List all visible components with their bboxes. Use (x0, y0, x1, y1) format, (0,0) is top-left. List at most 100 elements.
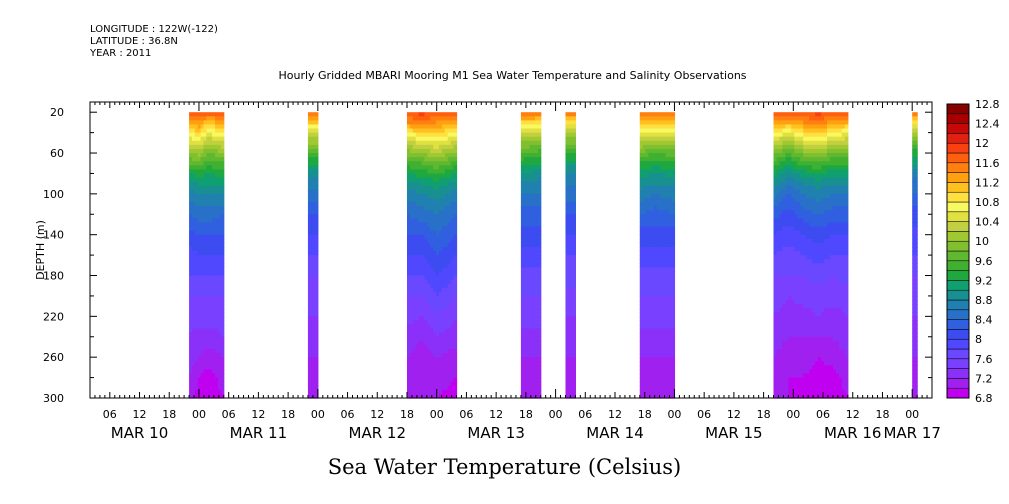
heatmap-cell (782, 263, 786, 268)
heatmap-cell (815, 202, 819, 207)
heatmap-cell (642, 120, 647, 126)
heatmap-cell (821, 340, 825, 346)
heatmap-cell (812, 124, 816, 130)
heatmap-cell (535, 165, 539, 170)
heatmap-cell (194, 336, 199, 342)
heatmap-cell (427, 238, 431, 244)
heatmap-cell (648, 173, 652, 179)
heatmap-cell (424, 206, 428, 211)
heatmap-cell (433, 169, 437, 175)
heatmap-cell (523, 304, 528, 309)
heatmap-cell (651, 361, 655, 366)
heatmap-cell (818, 132, 822, 138)
data-segment (520, 112, 542, 399)
heatmap-cell (791, 144, 795, 150)
heatmap-cell (520, 328, 525, 334)
heatmap-cell (537, 381, 542, 387)
heatmap-cell (779, 320, 784, 326)
heatmap-cell (815, 385, 819, 391)
heatmap-cell (203, 132, 207, 138)
heatmap-cell (818, 153, 822, 158)
heatmap-cell (803, 377, 807, 383)
heatmap-cell (415, 385, 420, 391)
heatmap-cell (415, 267, 420, 273)
heatmap-cell (565, 161, 570, 166)
heatmap-cell (788, 283, 792, 289)
heatmap-cell (453, 112, 458, 117)
heatmap-cell (450, 144, 455, 150)
heatmap-cell (439, 128, 443, 134)
heatmap-cell (818, 385, 822, 391)
heatmap-cell (788, 344, 792, 350)
heatmap-cell (212, 230, 216, 236)
heatmap-cell (791, 271, 795, 277)
heatmap-cell (773, 328, 778, 334)
heatmap-cell (815, 112, 819, 117)
heatmap-cell (671, 140, 676, 146)
heatmap-cell (441, 336, 446, 342)
heatmap-cell (206, 291, 210, 297)
heatmap-cell (209, 377, 213, 383)
heatmap-cell (797, 222, 801, 228)
heatmap-cell (453, 246, 458, 252)
heatmap-cell (568, 112, 573, 117)
heatmap-cell (815, 173, 819, 179)
heatmap-cell (453, 332, 458, 338)
heatmap-cell (648, 344, 652, 350)
heatmap-cell (206, 206, 210, 211)
heatmap-cell (220, 132, 225, 138)
heatmap-cell (212, 226, 216, 232)
heatmap-cell (662, 320, 667, 326)
heatmap-cell (427, 295, 431, 301)
heatmap-cell (212, 389, 216, 395)
heatmap-cell (427, 267, 431, 273)
heatmap-cell (642, 267, 647, 273)
heatmap-cell (520, 251, 525, 256)
heatmap-cell (206, 153, 210, 158)
heatmap-cell (791, 210, 795, 215)
heatmap-cell (665, 112, 670, 117)
heatmap-cell (779, 275, 784, 281)
heatmap-cell (648, 373, 652, 379)
heatmap-cell (444, 230, 449, 236)
heatmap-cell (648, 214, 652, 219)
heatmap-cell (450, 361, 455, 366)
heatmap-cell (812, 283, 816, 289)
heatmap-cell (800, 291, 804, 297)
heatmap-cell (436, 112, 440, 117)
heatmap-cell (217, 218, 222, 224)
heatmap-cell (537, 295, 542, 301)
heatmap-cell (444, 218, 449, 224)
heatmap-cell (782, 226, 786, 232)
heatmap-cell (406, 381, 411, 387)
heatmap-cell (785, 218, 789, 224)
heatmap-cell (212, 112, 216, 117)
heatmap-cell (794, 189, 798, 195)
heatmap-cell (314, 242, 319, 248)
heatmap-cell (189, 124, 193, 130)
heatmap-cell (307, 230, 312, 236)
heatmap-cell (660, 263, 664, 268)
heatmap-cell (572, 157, 576, 162)
heatmap-cell (776, 181, 781, 187)
heatmap-cell (523, 116, 528, 121)
heatmap-cell (651, 332, 655, 338)
heatmap-cell (821, 287, 825, 293)
heatmap-cell (189, 234, 193, 240)
heatmap-cell (415, 283, 420, 289)
heatmap-cell (565, 275, 570, 281)
heatmap-cell (418, 177, 423, 183)
heatmap-cell (645, 206, 650, 211)
heatmap-cell (800, 153, 804, 158)
heatmap-cell (806, 349, 810, 354)
heatmap-cell (450, 393, 455, 399)
heatmap-cell (818, 120, 822, 126)
heatmap-cell (565, 173, 570, 179)
heatmap-cell (200, 287, 205, 293)
heatmap-cell (806, 385, 810, 391)
heatmap-cell (450, 357, 455, 362)
heatmap-cell (782, 377, 786, 383)
heatmap-cell (803, 344, 807, 350)
heatmap-cell (441, 116, 446, 121)
heatmap-cell (424, 193, 428, 199)
